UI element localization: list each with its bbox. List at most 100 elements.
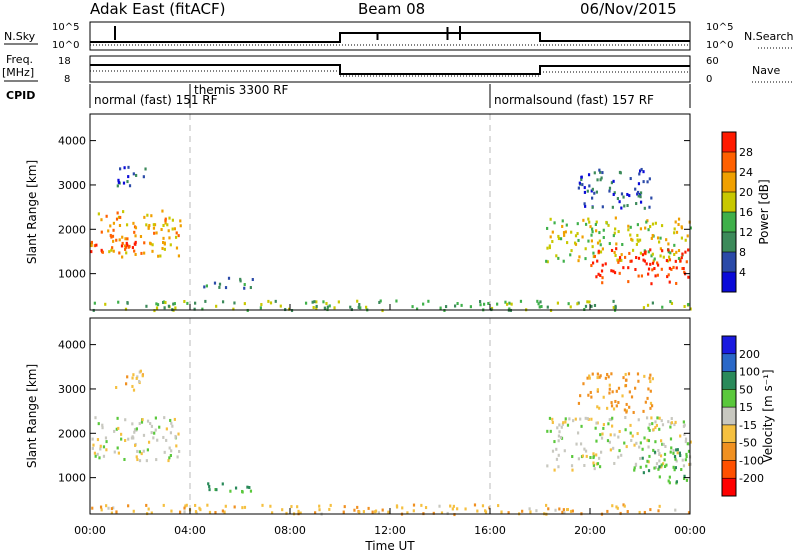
power-cell (639, 195, 642, 199)
power-cell (626, 192, 629, 196)
velocity-cell (142, 449, 145, 453)
power-cell (598, 231, 601, 235)
power-cell (239, 279, 242, 283)
power-cell (111, 234, 115, 238)
power-cell (653, 267, 656, 271)
velocity-colorbar-swatch (722, 424, 736, 444)
velocity-cell (174, 434, 177, 438)
power-cell (600, 269, 604, 273)
velocity-cell (521, 509, 524, 513)
velocity-cell (611, 416, 614, 420)
power-cell (356, 299, 359, 303)
power-cell (395, 299, 398, 303)
velocity-cell (93, 451, 97, 455)
power-cell (469, 305, 472, 309)
power-cell (583, 307, 586, 311)
velocity-cell (377, 511, 381, 515)
power-cell (593, 191, 596, 195)
power-cell (584, 257, 587, 261)
power-cell (668, 266, 671, 270)
power-cell (636, 223, 639, 227)
power-cell (677, 223, 680, 227)
velocity-cell (623, 408, 626, 412)
power-cell (167, 304, 171, 308)
velocity-cell (593, 467, 596, 471)
velocity-cell (173, 417, 176, 421)
velocity-cell (683, 432, 686, 436)
velocity-cell (608, 391, 611, 395)
velocity-cell (662, 462, 665, 466)
power-cell (194, 301, 197, 305)
power-cell (597, 249, 600, 253)
velocity-cell (571, 468, 574, 472)
velocity-cell (682, 464, 686, 468)
velocity-cell (670, 446, 673, 450)
power-cell (124, 245, 128, 249)
power-cell (656, 261, 659, 265)
velocity-cell (609, 433, 612, 437)
velocity-cell (115, 386, 118, 390)
velocity-cell (676, 448, 679, 452)
power-cell (312, 306, 315, 310)
power-cell (601, 247, 604, 251)
velocity-cell (549, 429, 552, 433)
power-cell (674, 259, 677, 263)
velocity-cell (132, 509, 135, 513)
power-cell (117, 178, 120, 182)
power-cell (684, 238, 687, 242)
power-colorbar-swatch (722, 212, 736, 233)
velocity-cell (647, 445, 650, 449)
power-cell (679, 257, 682, 261)
power-cell (259, 306, 262, 310)
velocity-cell (592, 454, 595, 458)
velocity-cell (602, 426, 605, 430)
velocity-cell (576, 431, 580, 435)
power-cell (630, 259, 633, 263)
power-cell (126, 237, 129, 241)
power-cell (616, 197, 619, 201)
power-cell (147, 226, 150, 230)
power-cell (601, 205, 604, 209)
power-cell (179, 224, 182, 228)
velocity-cell (367, 506, 370, 510)
velocity-cell (660, 463, 663, 467)
power-cell (549, 217, 552, 221)
power-cell (658, 240, 661, 244)
velocity-cell (595, 421, 598, 425)
velocity-ytick-label: 4000 (58, 339, 86, 352)
power-cell (598, 168, 601, 172)
power-cell (227, 276, 231, 280)
power-cell (126, 243, 129, 247)
power-cell (590, 304, 593, 308)
velocity-cell (588, 374, 591, 378)
velocity-cell (648, 422, 651, 426)
freq-trace (90, 64, 690, 75)
velocity-cell (658, 459, 661, 463)
power-cell (166, 223, 169, 227)
velocity-cell (647, 469, 651, 473)
velocity-cell (633, 468, 636, 472)
power-cell (618, 170, 622, 174)
power-cell (124, 307, 128, 311)
x-tick-label: 00:00 (674, 524, 706, 537)
velocity-cell (684, 437, 688, 441)
velocity-cell (528, 507, 531, 511)
velocity-cell (131, 422, 134, 426)
velocity-cell (94, 416, 97, 420)
power-cell (95, 243, 98, 247)
velocity-cell (183, 506, 186, 510)
velocity-cell (673, 423, 676, 427)
velocity-cell (642, 409, 645, 413)
velocity-cell (622, 503, 625, 507)
power-cell (145, 223, 148, 227)
velocity-cell (624, 416, 627, 420)
velocity-cell (682, 420, 685, 424)
velocity-cell (456, 507, 459, 511)
nsky-label: N.Sky (4, 30, 36, 43)
power-cell (629, 233, 632, 237)
power-cell (546, 226, 549, 230)
velocity-cell (214, 511, 217, 515)
power-cell (580, 175, 583, 179)
power-cell (359, 306, 362, 310)
velocity-cell (689, 440, 692, 444)
